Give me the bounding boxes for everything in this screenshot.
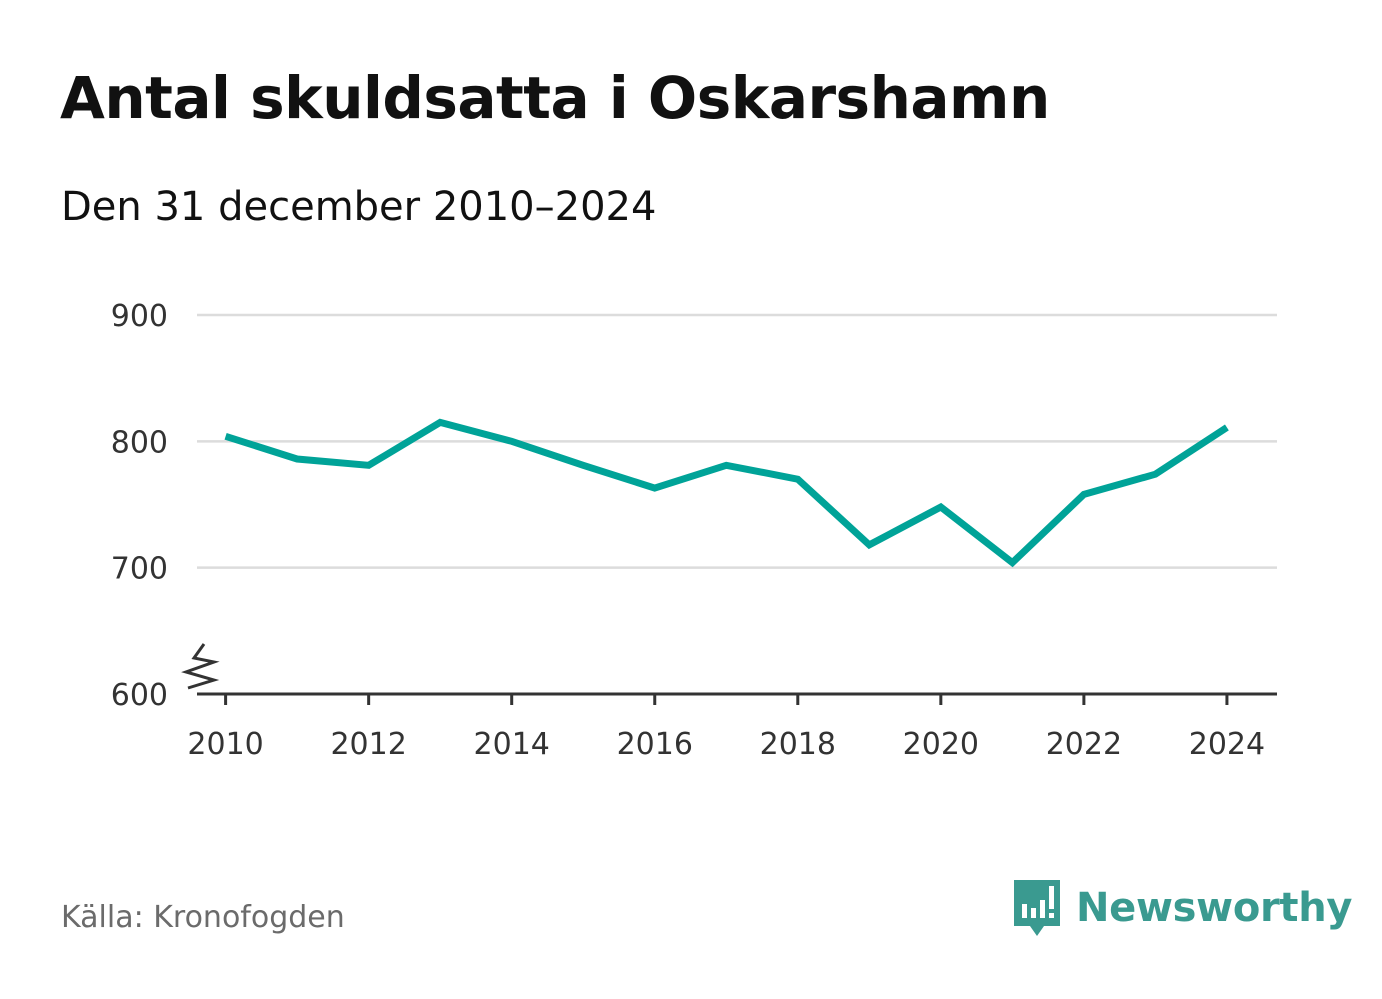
y-tick-label: 900 — [111, 299, 168, 334]
x-tick-label: 2012 — [330, 727, 406, 762]
x-tick-label: 2014 — [474, 727, 550, 762]
x-tick-label: 2010 — [187, 727, 263, 762]
x-axis: 2010 2012 2014 2016 2018 2020 2022 2024 — [181, 643, 1277, 762]
y-tick-label: 800 — [111, 425, 168, 460]
chart-title: Antal skuldsatta i Oskarshamn — [60, 64, 1050, 132]
series-line — [224, 418, 1229, 568]
x-tick-label: 2020 — [903, 727, 979, 762]
series — [224, 418, 1229, 568]
brand-logo: Newsworthy — [1012, 878, 1353, 938]
brand-name: Newsworthy — [1076, 885, 1353, 931]
source-note: Källa: Kronofogden — [61, 900, 345, 935]
newsworthy-logo-icon — [1014, 880, 1060, 936]
y-tick-label: 600 — [111, 678, 168, 713]
x-tick-label: 2018 — [760, 727, 836, 762]
x-tick-label: 2022 — [1046, 727, 1122, 762]
y-axis-tick-labels: 600 700 800 900 — [111, 299, 168, 713]
x-tick-label: 2016 — [617, 727, 693, 762]
axis-break-icon — [181, 643, 220, 690]
gridlines — [197, 313, 1277, 569]
y-tick-label: 700 — [111, 552, 168, 587]
x-tick-label: 2024 — [1189, 727, 1265, 762]
chart-subtitle: Den 31 december 2010–2024 — [61, 184, 657, 230]
